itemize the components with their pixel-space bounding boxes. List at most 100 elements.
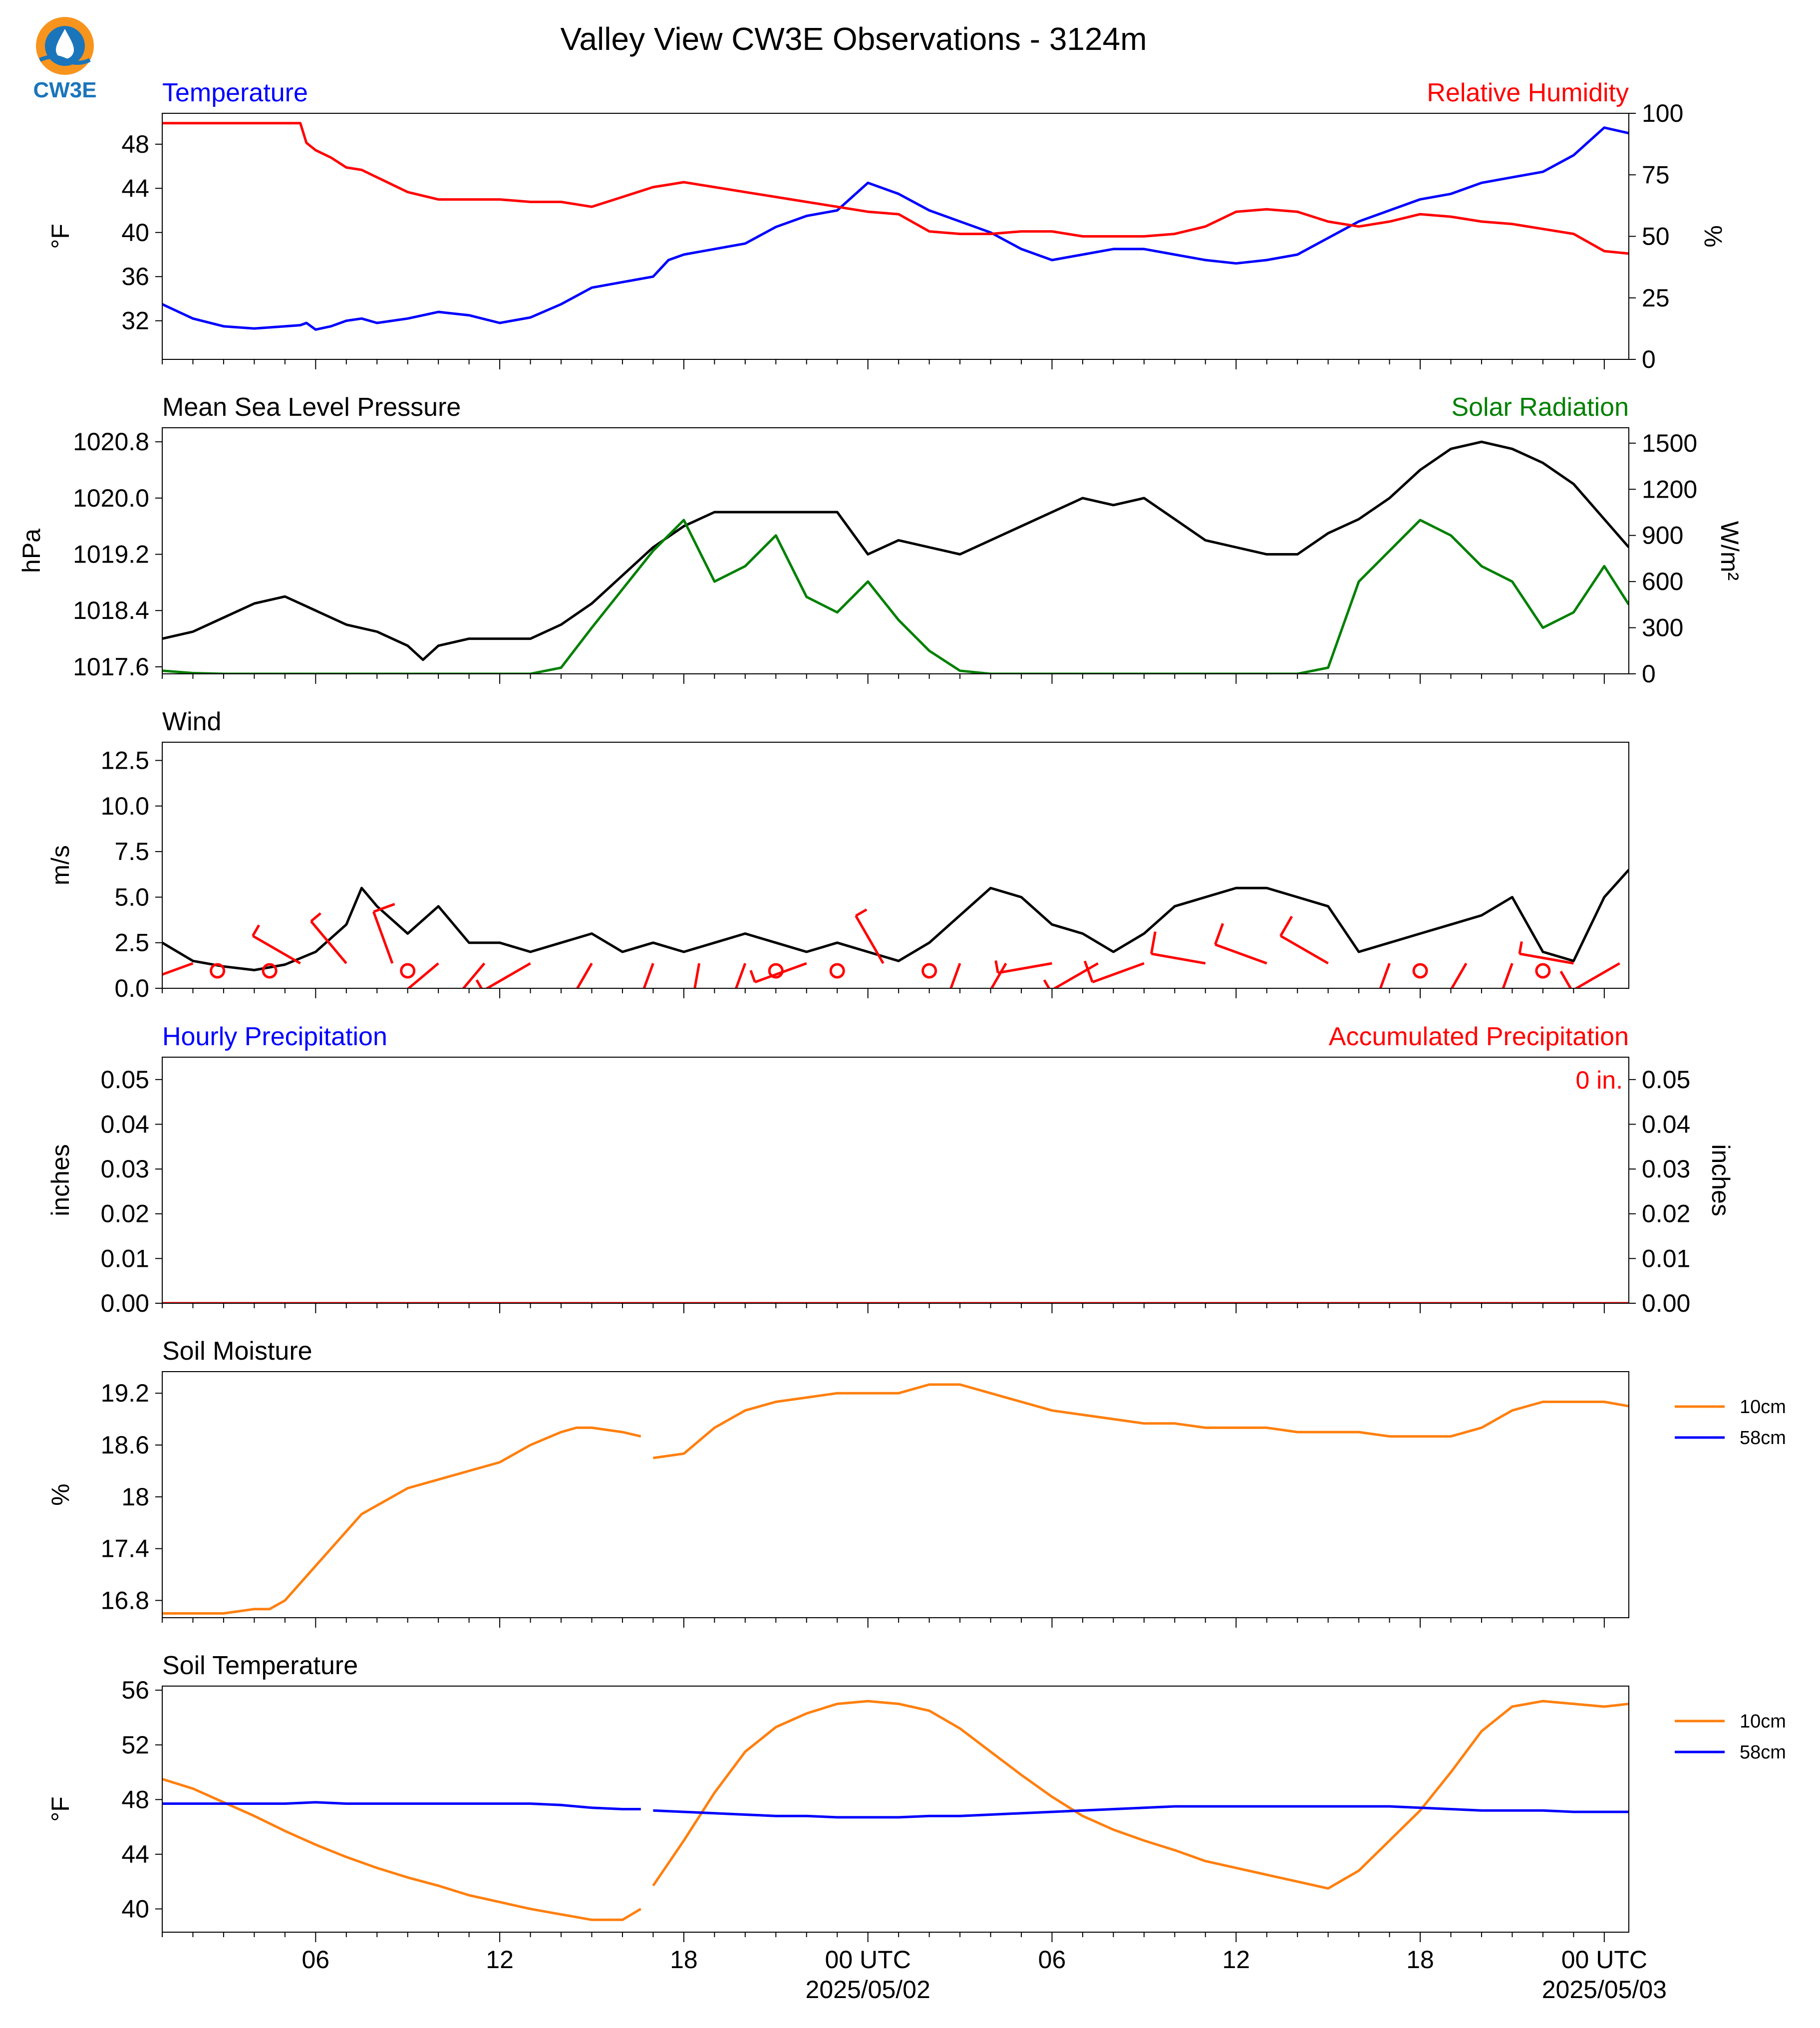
y-tick-label: 17.4: [101, 1535, 149, 1563]
y-tick-label: 40: [121, 219, 149, 247]
y-tick-label: 44: [121, 1840, 149, 1868]
wind-barb-staff: [1052, 962, 1099, 988]
cw3e-logo: CW3E: [33, 17, 97, 102]
wind-barb-flag: [959, 1000, 978, 1011]
y-tick-label-right: 50: [1642, 223, 1670, 251]
y-tick-label-right: 0: [1642, 345, 1656, 373]
y-tick-label-right: 0.02: [1642, 1200, 1690, 1228]
x-tick-label: 18: [670, 1946, 698, 1974]
panel-frame: [162, 1057, 1629, 1304]
wind-barb-calm: [262, 963, 278, 979]
y-axis-label-right: inches: [1707, 1144, 1735, 1216]
y-tick-label: 19.2: [101, 1379, 149, 1407]
y-tick-label-right: 0.01: [1642, 1244, 1690, 1272]
x-tick-label: 00 UTC: [1561, 1946, 1647, 1974]
wind-barb-staff: [162, 962, 194, 976]
wind-barb-staff: [855, 915, 885, 964]
wind-barb-flag: [1428, 1005, 1439, 1011]
accumulated-precip-total: 0 in.: [1575, 1066, 1623, 1094]
logo-wave-icon: [39, 55, 91, 65]
x-tick-label: 12: [1222, 1946, 1250, 1974]
legend-label: 10cm: [1740, 1397, 1786, 1418]
wind-barb-flag: [1043, 979, 1051, 988]
wind-barb-flag: [310, 912, 321, 922]
logo-water-drop-icon: [56, 29, 74, 59]
wind-barb-flag: [855, 908, 868, 917]
wind-barb-flag: [373, 902, 395, 913]
wind-barb-flag: [920, 1007, 941, 1015]
legend-label: 58cm: [1740, 1428, 1786, 1449]
y-tick-label: 48: [121, 1785, 149, 1813]
wind-barb-calm: [829, 963, 845, 979]
panel-title-left: Wind: [162, 707, 221, 736]
wind-barb-calm: [1412, 963, 1428, 979]
panel-soil_temp: 40 44 48 52 56 Soil Temperature °F 10cm 58cm: [46, 1651, 1786, 1942]
series-line-relative-humidity: [162, 122, 1629, 255]
wind-barb: [855, 908, 885, 964]
wind-barb-flag: [749, 970, 756, 983]
y-tick-label-right: 75: [1642, 161, 1670, 189]
panel-precip: 0 in. 0.00 0.01 0.02 0.03 0.04 0.05 0.00 0.01 0.0…: [46, 1022, 1735, 1317]
y-axis-label-left: %: [46, 1483, 74, 1505]
panel-temp_rh: 32 36 40 44 48 0 25 50 75 100 Temperature Relative …: [46, 78, 1727, 373]
wind-barb-flag: [613, 1007, 634, 1015]
wind-barb-flag: [667, 1014, 689, 1018]
y-tick-label: 12.5: [101, 747, 149, 775]
wind-barb-flag: [1279, 915, 1293, 937]
y-axis-label-left: m/s: [46, 845, 74, 885]
wind-barb-flag: [475, 979, 483, 988]
y-axis-label-left: inches: [46, 1144, 74, 1216]
wind-barb: [388, 962, 439, 999]
wind-barb: [734, 963, 747, 988]
wind-barb-staff: [997, 962, 1052, 974]
y-tick-label: 1017.6: [73, 653, 149, 681]
wind-barb-staff: [990, 962, 1007, 988]
wind-barb-flag: [994, 960, 999, 973]
y-tick-label: 0.04: [101, 1110, 149, 1138]
series-line-wind-speed: [162, 869, 1629, 971]
figure-title: Valley View CW3E Observations - 3124m: [561, 21, 1147, 57]
panel-wind: 0.0 2.5 5.0 7.5 10.0 12.5 Wind m/s: [46, 707, 1629, 1018]
panel-title-left: Mean Sea Level Pressure: [162, 393, 461, 422]
y-axis-label-left: °F: [46, 1796, 74, 1822]
y-tick-label: 1018.4: [73, 596, 149, 624]
wind-barb: [959, 962, 1007, 1011]
y-axis-label-right: %: [1699, 225, 1727, 247]
panel-frame: [162, 1686, 1629, 1933]
y-tick-label: 1020.8: [73, 428, 149, 456]
wind-barb: [749, 962, 807, 983]
wind-barb: [310, 912, 347, 964]
wind-barb-flag: [1150, 931, 1157, 954]
wind-barb-flag: [1350, 1007, 1371, 1015]
wind-barb-flag: [388, 989, 396, 999]
wind-barb: [162, 962, 194, 976]
wind-barb: [252, 924, 301, 965]
y-tick-label: 1019.2: [73, 541, 149, 569]
wind-barb-staff: [754, 962, 807, 983]
wind-barb-staff: [1214, 943, 1267, 965]
wind-barb-flag: [440, 997, 449, 1005]
panel-frame: [162, 742, 1629, 989]
y-tick-label-right: 1200: [1642, 475, 1697, 503]
wind-barb: [576, 962, 593, 988]
wind-barb-staff: [1092, 962, 1145, 983]
wind-barb-flag: [1214, 923, 1224, 945]
y-tick-label: 18: [121, 1483, 149, 1511]
wind-barb-staff: [1573, 962, 1620, 988]
wind-barb-flag: [252, 924, 260, 937]
panel-title-right: Accumulated Precipitation: [1329, 1022, 1629, 1051]
wind-barb-staff: [693, 963, 701, 988]
wind-barb: [1150, 931, 1206, 965]
wind-barb: [994, 960, 1052, 974]
y-tick-label-right: 0.05: [1642, 1066, 1690, 1094]
wind-barb-staff: [1379, 963, 1391, 988]
wind-barb-staff: [734, 963, 747, 988]
panel-title-left: Temperature: [162, 78, 308, 107]
wind-barb-staff: [484, 962, 531, 988]
wind-barb-calm: [921, 963, 937, 979]
wind-barb-flag: [1518, 941, 1523, 954]
wind-barb: [1083, 960, 1145, 983]
series-line-10cm: [162, 1700, 1629, 1921]
wind-barb: [667, 963, 701, 1018]
y-tick-label: 0.05: [101, 1066, 149, 1094]
